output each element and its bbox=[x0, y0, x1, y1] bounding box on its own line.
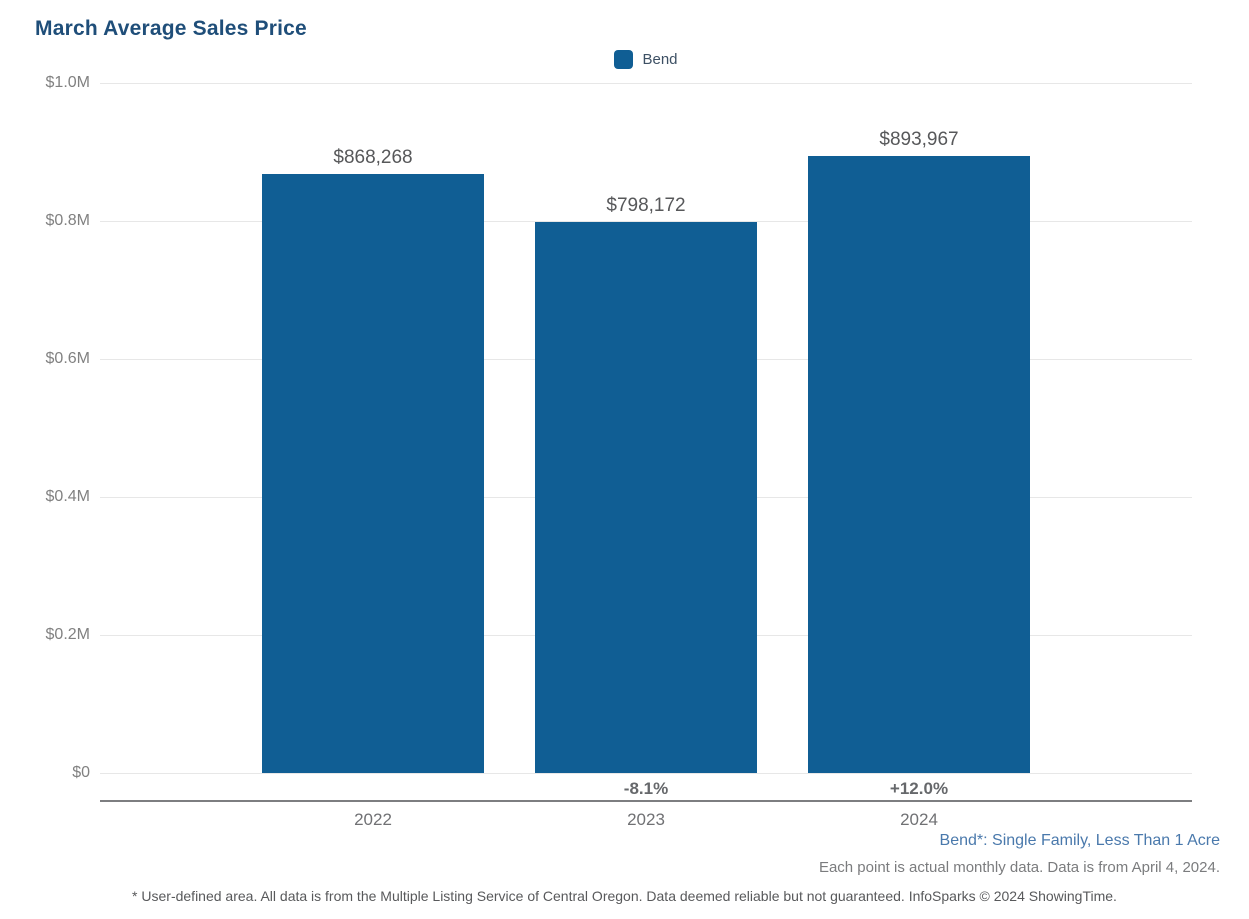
legend-swatch-icon bbox=[614, 50, 634, 69]
y-axis-tick-label: $0 bbox=[72, 764, 90, 781]
disclaimer-text: * User-defined area. All data is from th… bbox=[132, 888, 1117, 904]
legend-item-label: Bend bbox=[642, 51, 678, 68]
plot-area: $1.0M $0.8M $0.6M $0.4M $0.2M $0 $868,268 2022 $… bbox=[46, 74, 1192, 829]
y-axis-tick-label: $1.0M bbox=[45, 74, 90, 91]
x-axis-line bbox=[100, 800, 1192, 802]
bar-value-label: $868,268 bbox=[329, 147, 417, 169]
gridline bbox=[100, 83, 1192, 84]
bar-value-label: $893,967 bbox=[875, 129, 963, 152]
series-definition-note: Bend*: Single Family, Less Than 1 Acre bbox=[939, 832, 1220, 849]
pct-change-label: -8.1% bbox=[623, 779, 669, 798]
data-freshness-note: Each point is actual monthly data. Data … bbox=[818, 859, 1220, 876]
bar-2022[interactable] bbox=[262, 173, 484, 773]
chart-title: March Average Sales Price bbox=[35, 17, 307, 40]
legend-item-bend[interactable]: Bend bbox=[614, 50, 678, 69]
bar-2024[interactable] bbox=[808, 156, 1030, 773]
legend: Bend bbox=[100, 50, 1192, 69]
y-axis-tick-label: $0.6M bbox=[45, 350, 90, 367]
pct-change-label: +12.0% bbox=[889, 779, 949, 798]
x-axis-tick-label: 2023 bbox=[627, 810, 665, 829]
bar-value-label: $798,172 bbox=[602, 195, 690, 218]
gridline bbox=[100, 221, 1192, 222]
x-axis-tick-label: 2024 bbox=[900, 810, 938, 829]
y-axis-tick-label: $0.4M bbox=[45, 488, 90, 505]
y-axis-tick-label: $0.8M bbox=[45, 212, 90, 229]
bar-2023[interactable] bbox=[535, 222, 757, 773]
gridline bbox=[100, 773, 1192, 774]
y-axis-tick-label: $0.2M bbox=[45, 626, 90, 643]
x-axis-tick-label: 2022 bbox=[354, 810, 392, 829]
